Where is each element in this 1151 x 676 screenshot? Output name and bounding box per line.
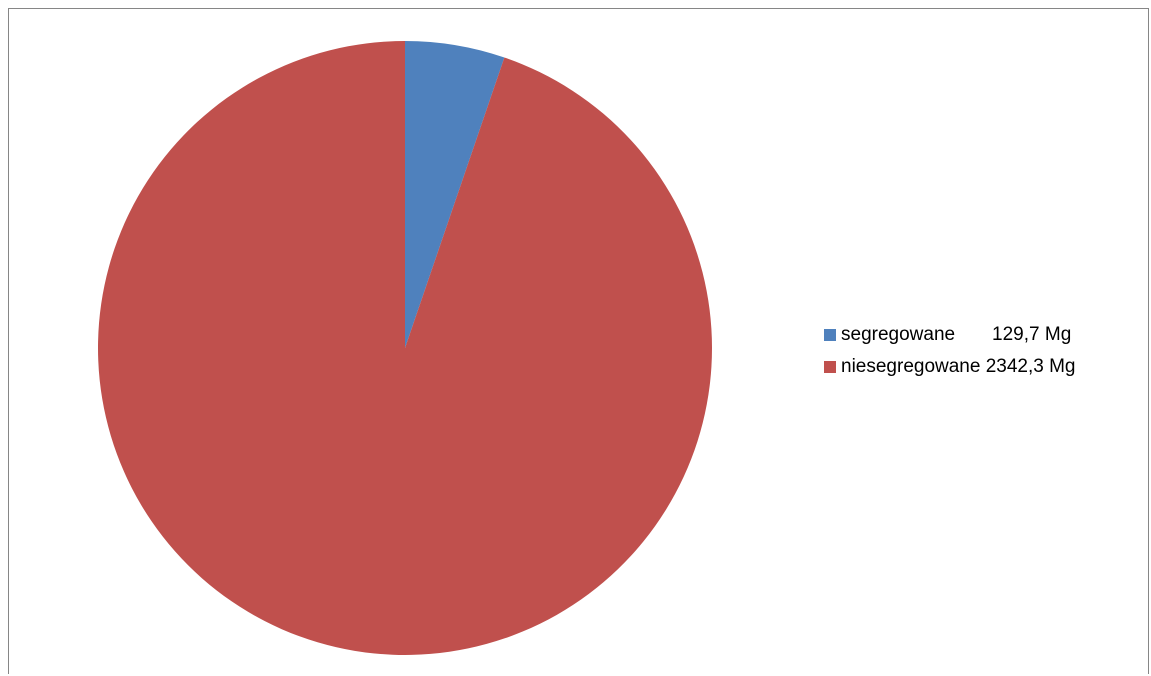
legend-item-segregowane: segregowane 129,7 Mg bbox=[824, 319, 1076, 351]
legend: segregowane 129,7 Mg niesegregowane 2342… bbox=[824, 319, 1076, 383]
legend-swatch-segregowane bbox=[824, 329, 836, 341]
pie-chart bbox=[97, 41, 712, 655]
pie-slice-segregowane bbox=[405, 41, 505, 348]
chart-area: segregowane 129,7 Mg niesegregowane 2342… bbox=[8, 8, 1149, 674]
legend-swatch-niesegregowane bbox=[824, 361, 836, 373]
pie-slice-niesegregowane bbox=[97, 41, 712, 655]
legend-item-niesegregowane: niesegregowane 2342,3 Mg bbox=[824, 351, 1076, 383]
pie-slices bbox=[97, 41, 712, 655]
legend-label-segregowane: segregowane 129,7 Mg bbox=[841, 324, 1072, 345]
legend-label-niesegregowane: niesegregowane 2342,3 Mg bbox=[841, 356, 1076, 377]
